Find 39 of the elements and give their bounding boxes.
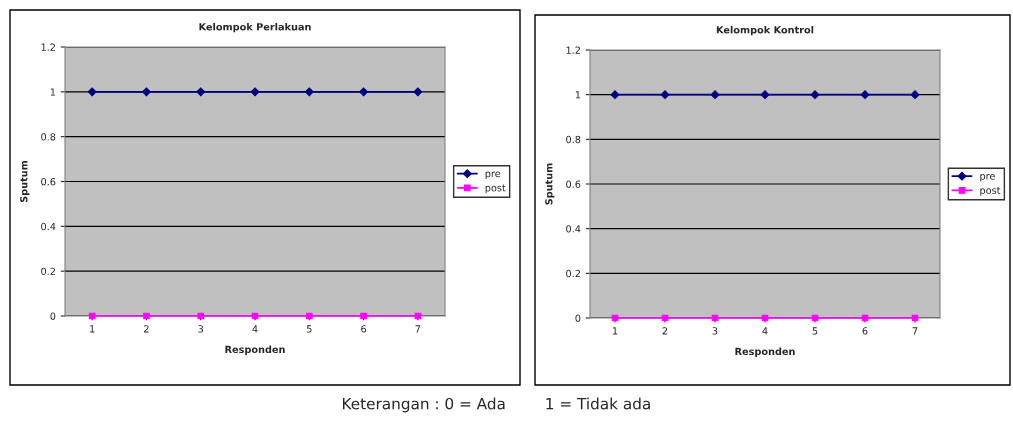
x-tick-label: 1: [90, 325, 95, 333]
y-tick-label: 1.2: [566, 46, 580, 54]
y-tick-label: 1: [575, 91, 581, 99]
y-tick-label: 0.4: [566, 225, 581, 233]
y-tick-label: 1: [50, 88, 56, 96]
x-tick-label: 1: [612, 327, 618, 335]
y-tick-label: 0.4: [41, 222, 56, 231]
y-axis-title: Sputum: [545, 163, 555, 205]
y-tick-label: 1.2: [41, 43, 55, 51]
y-tick-label: 0.8: [41, 133, 56, 141]
x-tick-label: 6: [361, 325, 367, 333]
y-tick-label: 0.6: [566, 180, 581, 188]
x-tick-label: 6: [862, 327, 868, 335]
y-tick-label: 0.6: [41, 177, 56, 186]
y-axis-title: Sputum: [20, 160, 30, 203]
x-tick-label: 4: [252, 325, 258, 333]
x-tick-label: 2: [144, 325, 149, 333]
x-tick-label: 2: [662, 327, 668, 335]
x-tick-label: 4: [762, 327, 768, 335]
legend-label: post: [485, 184, 506, 194]
chart-title: Kelompok Perlakuan: [199, 22, 311, 33]
x-axis-title: Responden: [735, 347, 795, 357]
x-tick-label: 3: [712, 327, 718, 335]
x-tick-label: 5: [306, 325, 312, 333]
y-tick-label: 0.2: [41, 267, 55, 275]
legend-label: pre: [980, 174, 995, 182]
x-tick-label: 5: [812, 327, 818, 335]
y-tick-label: 0.2: [566, 269, 580, 278]
y-tick-label: 0: [50, 312, 56, 320]
x-tick-label: 7: [415, 325, 421, 333]
x-tick-label: 7: [912, 327, 918, 335]
y-tick-label: 0: [575, 314, 581, 322]
legend-label: pre: [485, 171, 501, 180]
chart-title: Kelompok Kontrol: [716, 25, 814, 36]
text: Keterangan : 0 = Ada 1 = Tidak ada: [342, 397, 650, 413]
x-tick-label: 3: [198, 325, 204, 333]
legend-label: post: [980, 186, 1001, 196]
y-tick-label: 0.8: [566, 135, 581, 144]
x-axis-title: Responden: [225, 345, 285, 355]
